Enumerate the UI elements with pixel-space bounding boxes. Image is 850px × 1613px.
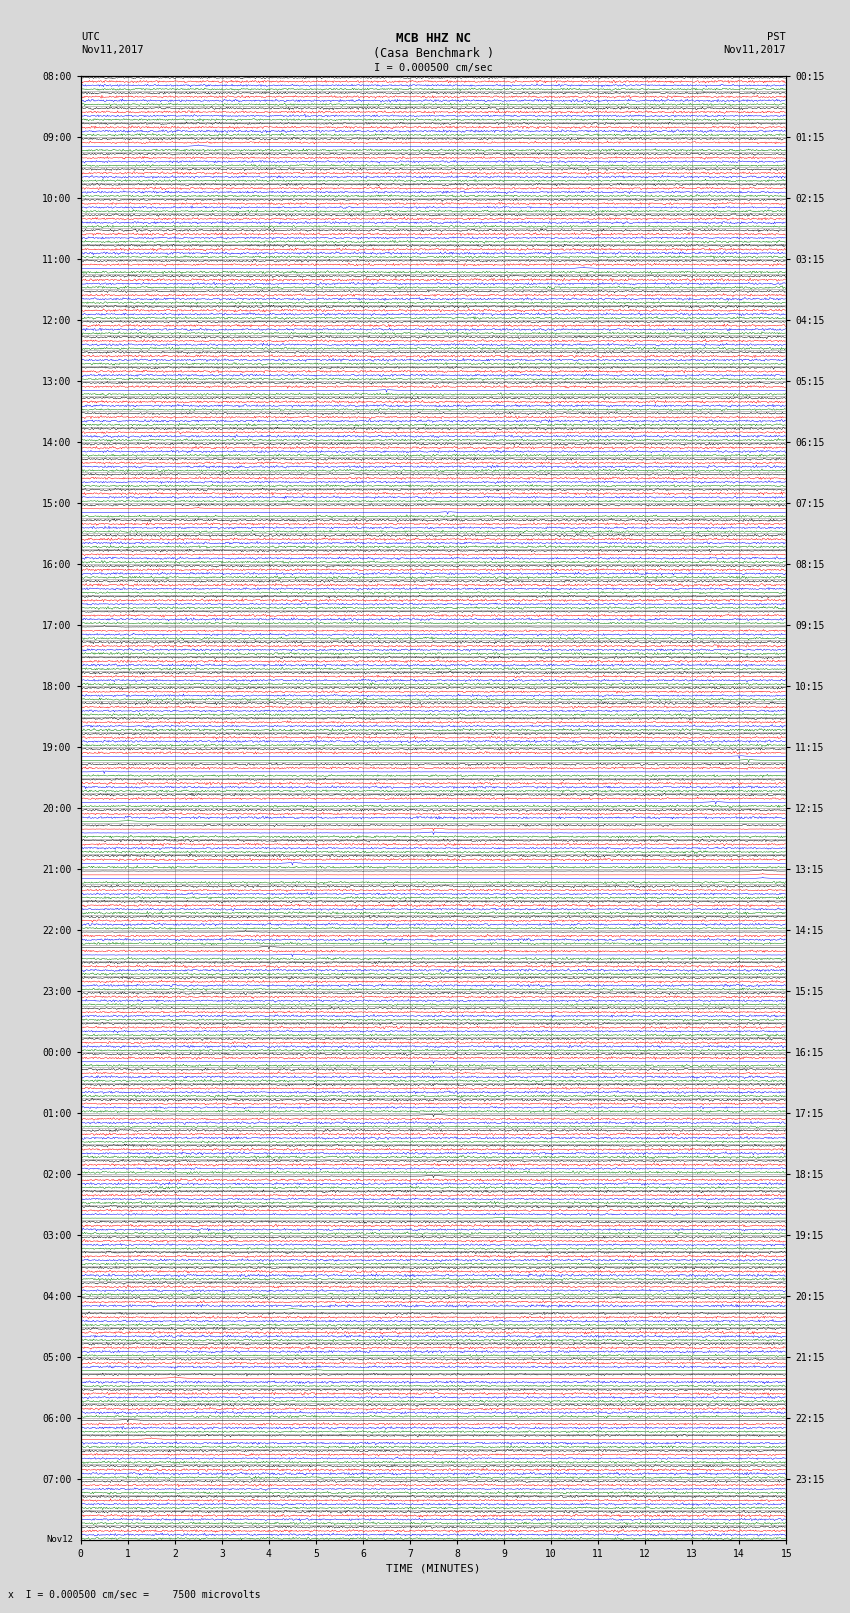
Text: Nov12: Nov12	[47, 1534, 74, 1544]
Text: PST: PST	[768, 32, 786, 42]
Text: (Casa Benchmark ): (Casa Benchmark )	[373, 47, 494, 60]
Text: Nov11,2017: Nov11,2017	[81, 45, 144, 55]
Text: x  I = 0.000500 cm/sec =    7500 microvolts: x I = 0.000500 cm/sec = 7500 microvolts	[8, 1590, 261, 1600]
Text: I = 0.000500 cm/sec: I = 0.000500 cm/sec	[374, 63, 493, 73]
X-axis label: TIME (MINUTES): TIME (MINUTES)	[386, 1563, 481, 1574]
Text: UTC: UTC	[81, 32, 99, 42]
Text: Nov11,2017: Nov11,2017	[723, 45, 786, 55]
Text: MCB HHZ NC: MCB HHZ NC	[396, 32, 471, 45]
